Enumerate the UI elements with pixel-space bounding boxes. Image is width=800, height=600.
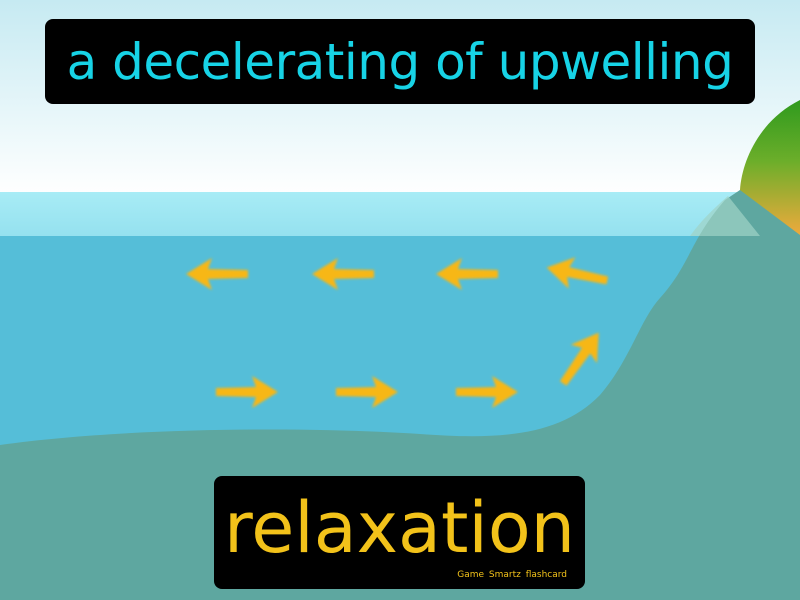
seabed <box>0 190 800 600</box>
definition-text: a decelerating of upwelling <box>66 32 734 91</box>
seabed-shallow <box>690 196 760 236</box>
definition-box: a decelerating of upwelling <box>45 19 755 104</box>
term-text: relaxation <box>223 486 576 569</box>
term-box: relaxation Game Smartz flashcard <box>214 476 585 589</box>
brand-text: Game Smartz flashcard <box>457 570 567 580</box>
ocean-surface <box>0 192 800 240</box>
